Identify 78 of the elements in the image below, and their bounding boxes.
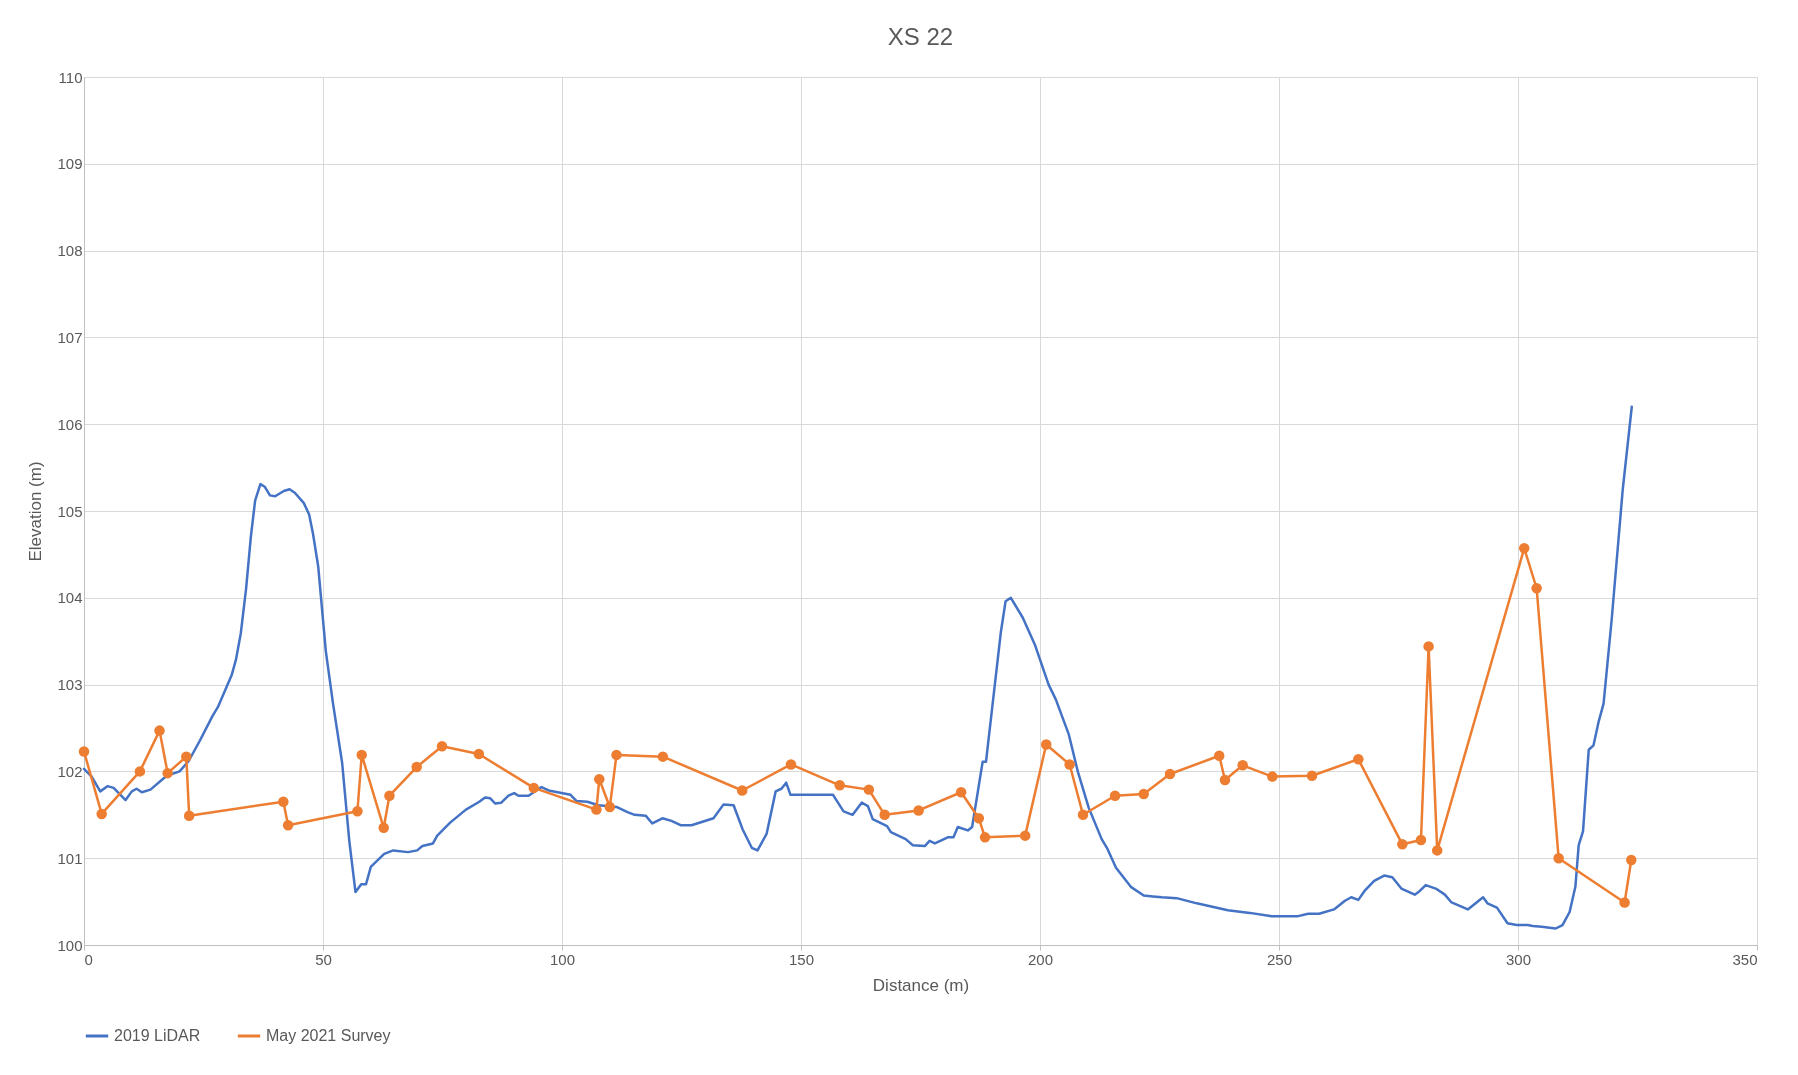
point: [973, 813, 985, 824]
point: [785, 759, 797, 770]
point: [282, 819, 294, 831]
point: [278, 796, 289, 808]
y-tick-label: 103: [57, 676, 83, 694]
point: [657, 751, 669, 762]
point: [352, 806, 363, 817]
point: [162, 767, 173, 779]
point: [736, 785, 748, 796]
chart-title: XS 22: [887, 23, 954, 50]
point: [834, 780, 845, 791]
point: [979, 832, 991, 843]
point: [134, 766, 146, 777]
y-tick-label: 101: [57, 849, 83, 867]
y-tick-label: 104: [57, 589, 83, 607]
point: [1518, 543, 1530, 554]
point: [1619, 897, 1630, 908]
point: [1164, 768, 1176, 780]
point: [1138, 788, 1149, 800]
y-tick-label: 108: [57, 242, 83, 260]
point: [1219, 774, 1231, 786]
point: [183, 810, 195, 821]
point: [78, 746, 90, 757]
y-axis-title: Elevation (m): [26, 461, 46, 562]
point: [1306, 770, 1318, 781]
point: [473, 748, 485, 760]
point: [604, 801, 616, 813]
point: [1237, 760, 1248, 771]
point: [1531, 583, 1542, 594]
point: [591, 804, 602, 815]
point: [1019, 830, 1031, 841]
point: [863, 784, 875, 795]
x-tick-label: 350: [1732, 950, 1758, 968]
point: [1267, 771, 1278, 782]
point: [384, 790, 395, 801]
point: [1553, 852, 1564, 864]
point: [356, 749, 367, 761]
x-tick-label: 250: [1266, 950, 1293, 968]
point: [611, 749, 622, 761]
point: [1423, 641, 1434, 652]
point: [436, 740, 448, 752]
point: [1431, 845, 1443, 856]
legend-label: May 2021 Survey: [266, 1027, 391, 1044]
point: [411, 761, 422, 773]
y-tick-label: 100: [57, 936, 83, 954]
legend-label: 2019 LiDAR: [114, 1027, 201, 1044]
point: [1353, 754, 1364, 765]
point: [1626, 854, 1637, 866]
x-tick-label: 300: [1505, 950, 1532, 968]
point: [1077, 809, 1089, 821]
point: [955, 787, 967, 798]
x-tick-label: 150: [788, 950, 815, 968]
x-tick-label: 0: [84, 950, 93, 968]
y-tick-label: 102: [57, 762, 83, 780]
point: [879, 809, 890, 821]
point: [154, 725, 165, 736]
point: [96, 808, 107, 820]
y-tick-label: 105: [57, 502, 83, 520]
point: [1214, 750, 1225, 762]
point: [1109, 790, 1121, 801]
point: [1064, 759, 1075, 770]
x-tick-label: 50: [315, 950, 332, 968]
x-tick-label: 200: [1027, 950, 1054, 968]
y-tick-label: 109: [57, 155, 83, 173]
y-tick-label: 110: [58, 68, 83, 86]
point: [1415, 834, 1427, 846]
point: [378, 822, 389, 834]
point: [913, 805, 924, 816]
point: [1040, 739, 1052, 750]
x-axis-title: Distance (m): [872, 975, 970, 995]
line-series: [82, 405, 1634, 930]
point: [181, 751, 192, 762]
point: [1397, 839, 1408, 850]
y-tick-label: 107: [57, 328, 83, 346]
y-tick-label: 106: [57, 415, 83, 433]
point: [528, 782, 540, 794]
point: [594, 773, 605, 785]
x-tick-label: 100: [549, 950, 576, 968]
